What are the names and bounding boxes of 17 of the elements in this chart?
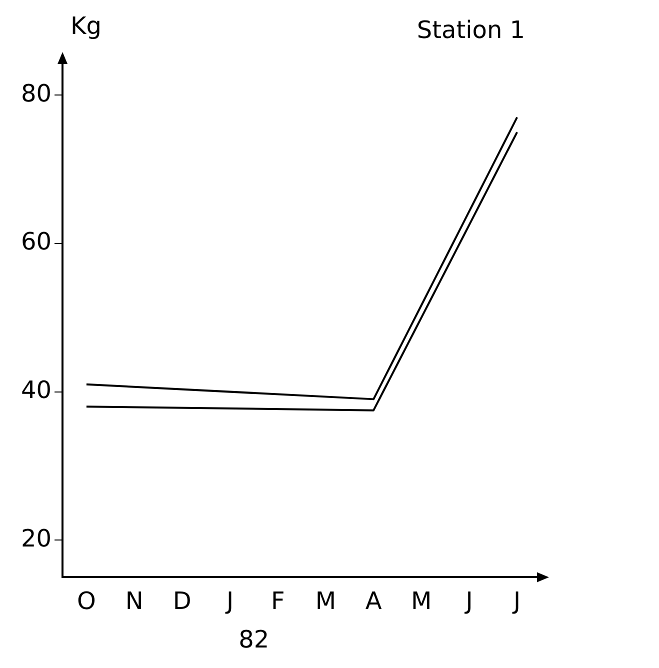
- x-tick-label: A: [365, 586, 382, 615]
- y-tick-label: 60: [20, 228, 52, 256]
- y-tick-label: 40: [20, 376, 52, 404]
- x-tick-label: J: [224, 586, 234, 615]
- x-tick-label: J: [464, 586, 473, 615]
- x-axis-title: 82: [238, 625, 270, 654]
- x-tick-label: F: [270, 586, 285, 615]
- x-tick-label: M: [315, 586, 336, 615]
- y-tick-label: 80: [20, 79, 52, 108]
- chart-title: Station 1: [416, 16, 526, 44]
- y-tick-label: 20: [20, 524, 52, 552]
- x-tick-label: O: [77, 586, 96, 615]
- x-tick-label: J: [512, 586, 521, 615]
- x-tick-label: M: [411, 586, 432, 615]
- x-tick-label: N: [125, 586, 144, 615]
- y-axis-title: Kg: [70, 12, 102, 40]
- x-tick-label: D: [172, 586, 192, 615]
